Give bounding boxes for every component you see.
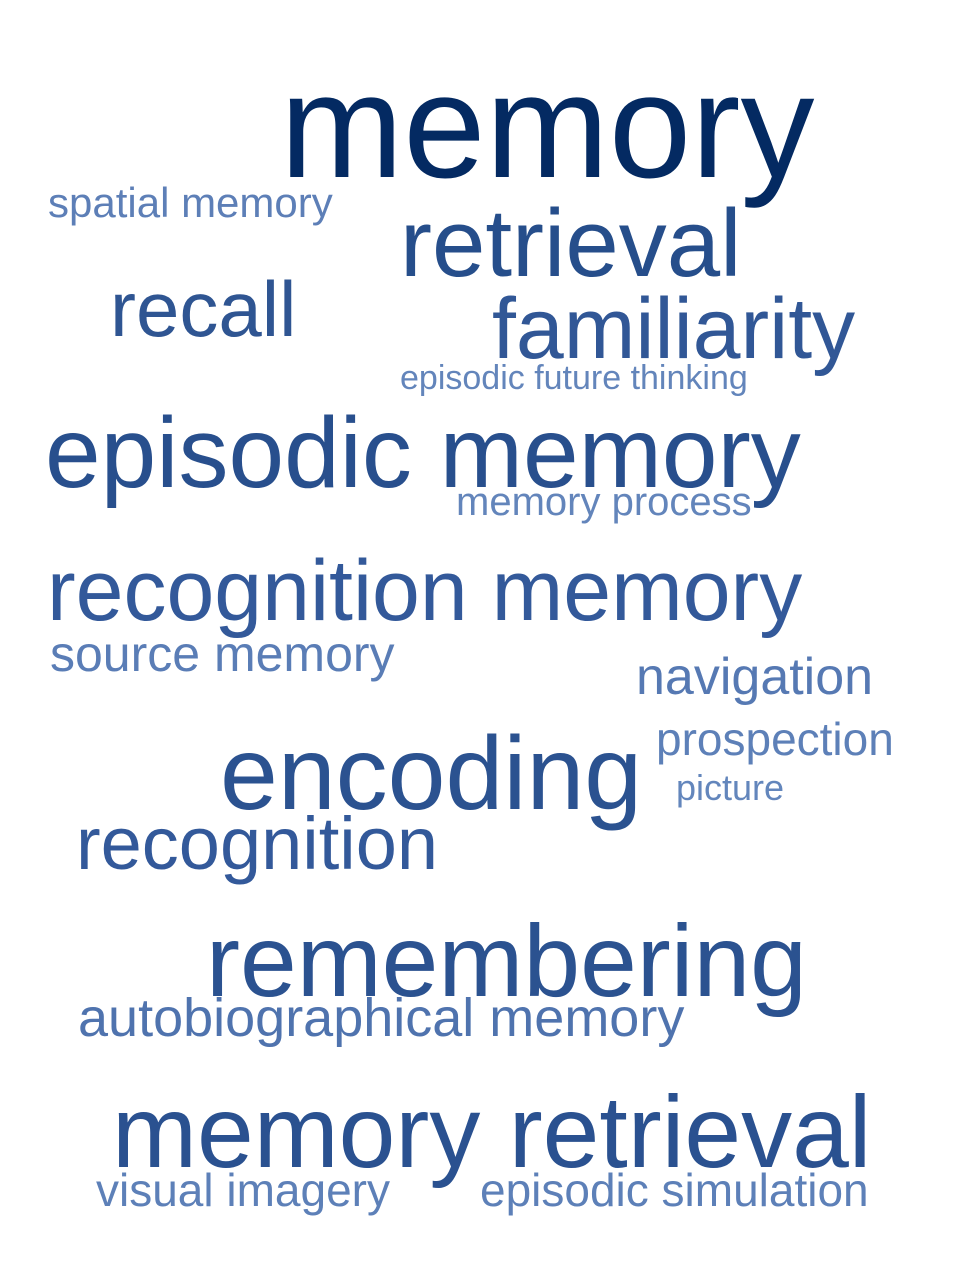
- word-remembering: remembering: [206, 904, 807, 1018]
- word-autobiographical-memory: autobiographical memory: [78, 988, 685, 1048]
- word-episodic-memory: episodic memory: [45, 397, 801, 509]
- word-encoding: encoding: [220, 716, 643, 832]
- word-spatial-memory: spatial memory: [48, 179, 333, 226]
- word-recall: recall: [110, 265, 297, 353]
- word-picture: picture: [676, 767, 785, 808]
- word-recognition-memory: recognition memory: [47, 543, 803, 639]
- word-navigation: navigation: [636, 648, 874, 706]
- word-memory-process: memory process: [456, 480, 752, 524]
- word-episodic-future-thinking: episodic future thinking: [400, 359, 748, 397]
- word-memory-retrieval: memory retrieval: [112, 1075, 872, 1189]
- word-episodic-simulation: episodic simulation: [480, 1164, 869, 1216]
- word-source-memory: source memory: [50, 626, 395, 682]
- word-prospection: prospection: [656, 713, 894, 765]
- word-recognition: recognition: [76, 802, 439, 885]
- word-retrieval: retrieval: [400, 190, 742, 297]
- word-visual-imagery: visual imagery: [96, 1164, 390, 1216]
- word-familiarity: familiarity: [492, 281, 856, 377]
- word-memory: memory: [280, 44, 815, 209]
